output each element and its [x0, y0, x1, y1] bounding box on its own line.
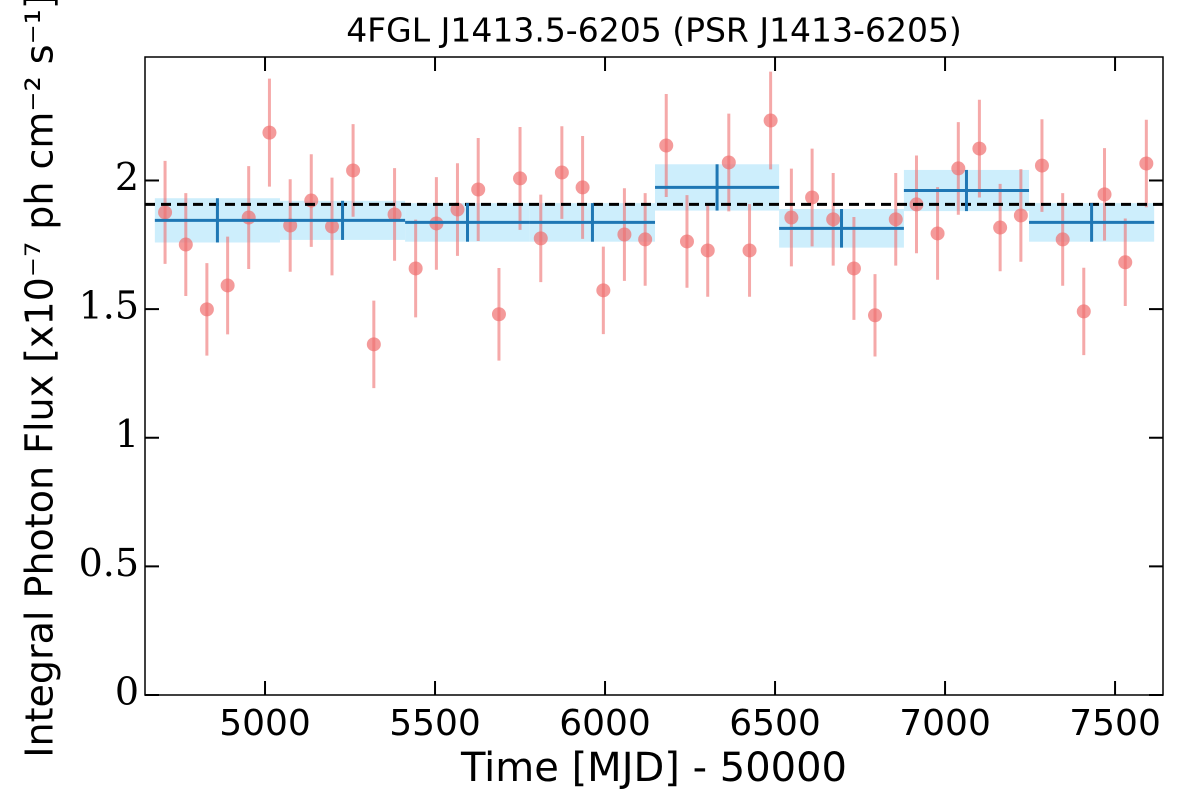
data-point — [1118, 255, 1133, 270]
data-point — [596, 283, 611, 298]
data-point — [158, 205, 173, 220]
x-axis-label: Time [MJD] - 50000 — [460, 745, 847, 791]
data-point — [679, 234, 694, 249]
data-point — [617, 227, 632, 242]
data-point — [846, 261, 861, 276]
data-point — [346, 163, 361, 178]
data-point — [450, 202, 465, 217]
data-point — [513, 171, 528, 186]
data-point — [1013, 208, 1028, 223]
data-point — [533, 231, 548, 246]
data-point — [972, 141, 987, 156]
data-point — [1076, 304, 1091, 319]
y-tick-label: 0.5 — [79, 541, 139, 585]
data-point — [178, 237, 193, 252]
data-point — [220, 278, 235, 293]
data-point — [805, 190, 820, 205]
data-point — [742, 243, 757, 258]
data-point — [1097, 187, 1112, 202]
x-tick-label: 6000 — [559, 703, 651, 744]
y-tick-label: 2 — [115, 155, 139, 199]
y-tick-label: 1.5 — [79, 284, 139, 328]
data-point — [575, 180, 590, 195]
x-tick-label: 7500 — [1069, 703, 1161, 744]
data-point — [1034, 158, 1049, 173]
data-point — [700, 243, 715, 258]
data-point — [763, 113, 778, 128]
data-point — [1139, 156, 1154, 171]
data-point — [888, 212, 903, 227]
data-point — [868, 308, 883, 323]
data-point — [408, 261, 423, 276]
data-point — [262, 125, 277, 140]
plot-frame — [144, 56, 1164, 696]
data-point — [951, 161, 966, 176]
data-point — [325, 219, 340, 234]
x-tick-label: 5500 — [389, 703, 481, 744]
chart-title: 4FGL J1413.5-6205 (PSR J1413-6205) — [346, 11, 962, 50]
data-point — [366, 337, 381, 352]
data-point — [930, 226, 945, 241]
data-point — [471, 182, 486, 197]
data-point — [554, 165, 569, 180]
data-point — [638, 232, 653, 247]
data-point — [283, 218, 298, 233]
data-point — [199, 302, 214, 317]
x-tick-label: 7000 — [899, 703, 991, 744]
data-point — [659, 138, 674, 153]
data-point — [993, 220, 1008, 235]
x-tick-label: 6500 — [729, 703, 821, 744]
data-point — [721, 155, 736, 170]
data-point — [826, 212, 841, 227]
x-tick-label: 5000 — [219, 703, 311, 744]
y-tick-label: 1 — [115, 412, 139, 456]
data-point — [491, 307, 506, 322]
data-point — [1055, 232, 1070, 247]
data-point — [241, 210, 256, 225]
data-point — [387, 207, 402, 222]
y-axis-label: Integral Photon Flux [x10⁻⁷ ph cm⁻² s⁻¹] — [18, 0, 62, 758]
data-point — [784, 210, 799, 225]
y-tick-label: 0 — [115, 670, 139, 714]
